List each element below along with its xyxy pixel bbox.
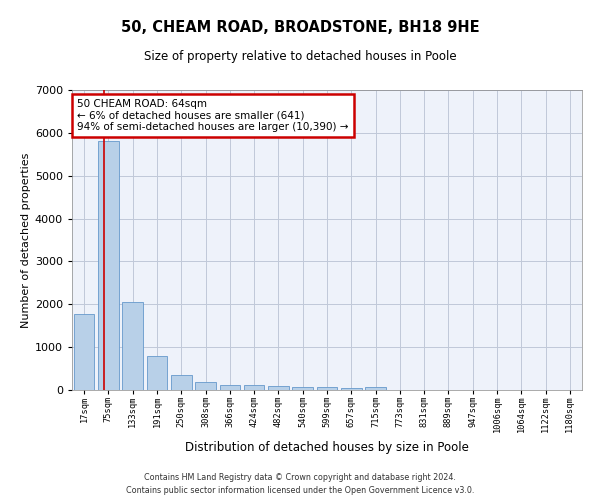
Text: Size of property relative to detached houses in Poole: Size of property relative to detached ho…: [143, 50, 457, 63]
Bar: [244, 385, 265, 390]
Bar: [146, 356, 167, 390]
Bar: [122, 302, 143, 390]
X-axis label: Distribution of detached houses by size in Poole: Distribution of detached houses by size …: [185, 440, 469, 454]
Bar: [317, 387, 337, 390]
Text: Contains HM Land Registry data © Crown copyright and database right 2024.
Contai: Contains HM Land Registry data © Crown c…: [126, 474, 474, 495]
Bar: [98, 142, 119, 390]
Bar: [268, 386, 289, 390]
Text: 50, CHEAM ROAD, BROADSTONE, BH18 9HE: 50, CHEAM ROAD, BROADSTONE, BH18 9HE: [121, 20, 479, 35]
Text: 50 CHEAM ROAD: 64sqm
← 6% of detached houses are smaller (641)
94% of semi-detac: 50 CHEAM ROAD: 64sqm ← 6% of detached ho…: [77, 99, 349, 132]
Y-axis label: Number of detached properties: Number of detached properties: [20, 152, 31, 328]
Bar: [365, 388, 386, 390]
Bar: [292, 386, 313, 390]
Bar: [220, 384, 240, 390]
Bar: [195, 382, 216, 390]
Bar: [341, 388, 362, 390]
Bar: [171, 376, 191, 390]
Bar: [74, 314, 94, 390]
